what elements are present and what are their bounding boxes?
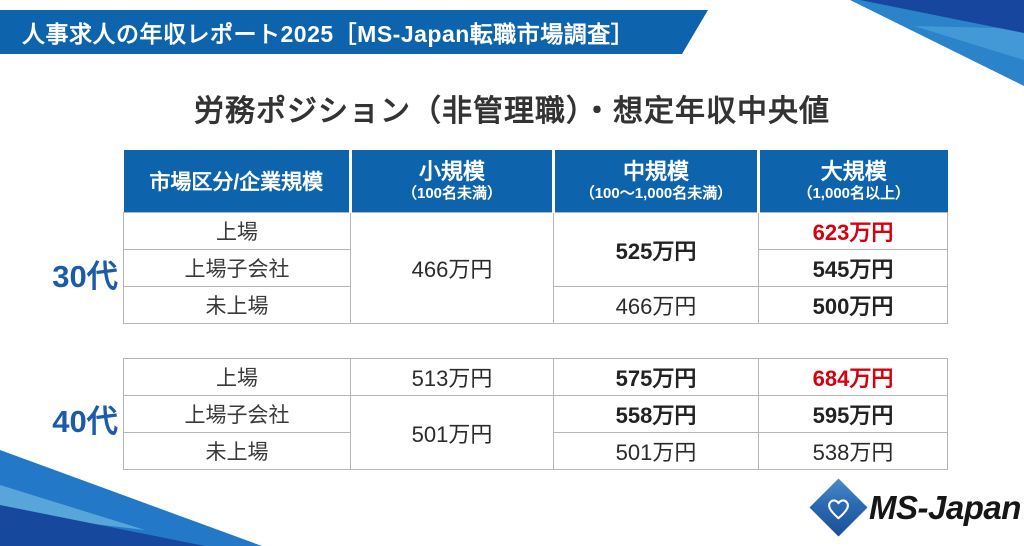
table-row-40s-listed: 上場 513万円 575万円 684万円	[123, 358, 948, 396]
decoration-top-right-mid	[850, 0, 1024, 86]
row-label-listed-subsidiary: 上場子会社	[123, 249, 351, 287]
cell-30s-large-listed-highlight: 623万円	[758, 212, 948, 250]
col-header-large-sub: （1,000名以上）	[797, 185, 911, 202]
decoration-bottom-left-navy	[0, 505, 205, 546]
decoration-top-right-navy	[860, 0, 1024, 33]
cell-40s-large-subsidiary: 595万円	[758, 395, 948, 433]
ms-japan-logo: MS-Japan	[809, 478, 1021, 537]
decoration-bottom-left-light	[0, 485, 145, 530]
row-label-unlisted: 未上場	[123, 432, 351, 470]
cell-40s-medium-unlisted: 501万円	[553, 432, 759, 470]
row-label-listed: 上場	[123, 212, 351, 250]
table-row-30s-listed: 上場 466万円 525万円 623万円	[123, 212, 948, 324]
cell-30s-large-unlisted: 500万円	[758, 286, 948, 324]
col-header-market-size-label: 市場区分/企業規模	[149, 171, 324, 194]
cell-30s-medium-merged: 525万円	[553, 212, 759, 287]
table-row-40s-listed-subsidiary: 上場子会社 501万円 558万円 595万円	[123, 395, 948, 470]
col-header-large: 大規模 （1,000名以上）	[757, 150, 948, 213]
logo-text: MS-Japan	[869, 488, 1021, 526]
cell-40s-medium-listed: 575万円	[553, 358, 759, 396]
age-label-40s: 40代	[52, 404, 118, 439]
age-label-30s: 30代	[52, 259, 118, 294]
table-row-30s-unlisted: 未上場 466万円 500万円	[123, 286, 948, 324]
salary-table-40s: 上場 513万円 575万円 684万円 上場子会社 501万円 558万円 5…	[123, 358, 948, 470]
row-label-listed: 上場	[123, 358, 351, 396]
col-header-small-main: 小規模	[418, 159, 485, 184]
col-header-medium: 中規模 （100～1,000名未満）	[552, 150, 759, 213]
row-label-unlisted: 未上場	[123, 286, 351, 324]
heart-icon	[828, 498, 849, 519]
col-header-medium-sub: （100～1,000名未満）	[579, 185, 733, 202]
cell-40s-small-listed: 513万円	[350, 358, 554, 396]
col-header-small: 小規模 （100名未満）	[349, 150, 554, 213]
col-header-market-size: 市場区分/企業規模	[123, 150, 351, 213]
row-label-listed-subsidiary: 上場子会社	[123, 395, 351, 433]
table-row-40s-unlisted: 未上場 501万円 538万円	[123, 432, 948, 470]
cell-30s-small-merged: 466万円	[350, 212, 554, 324]
col-header-medium-main: 中規模	[622, 159, 689, 184]
cell-30s-large-subsidiary: 545万円	[758, 249, 948, 287]
cell-40s-large-listed-highlight: 684万円	[758, 358, 948, 396]
table-row-30s-listed-subsidiary: 上場子会社 545万円	[123, 249, 948, 287]
salary-table-30s: 市場区分/企業規模 小規模 （100名未満） 中規模 （100～1,000名未満…	[123, 150, 948, 324]
report-banner-title: 人事求人の年収レポート2025［MS-Japan転職市場調査］	[22, 21, 635, 47]
cell-40s-small-merged: 501万円	[350, 395, 554, 470]
cell-40s-large-unlisted: 538万円	[758, 432, 948, 470]
page-title: 労務ポジション（非管理職）・想定年収中央値	[194, 95, 830, 128]
logo-diamond-icon	[809, 478, 868, 537]
cell-30s-medium-unlisted: 466万円	[553, 286, 759, 324]
decoration-top-right-light	[914, 26, 1024, 60]
col-header-small-sub: （100名未満）	[401, 185, 503, 202]
col-header-large-main: 大規模	[820, 159, 887, 184]
cell-40s-medium-subsidiary: 558万円	[553, 395, 759, 433]
report-banner: 人事求人の年収レポート2025［MS-Japan転職市場調査］	[0, 10, 708, 54]
table-header-row: 市場区分/企業規模 小規模 （100名未満） 中規模 （100～1,000名未満…	[123, 150, 948, 213]
